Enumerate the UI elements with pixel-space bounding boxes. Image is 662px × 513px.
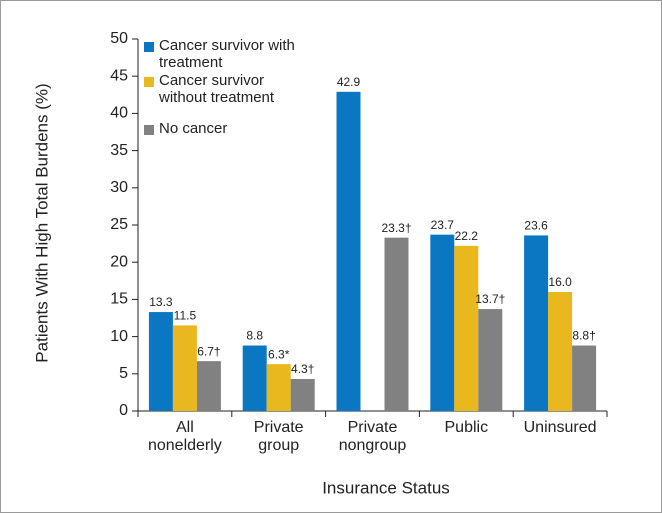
data-label: 11.5 — [174, 309, 197, 323]
data-label: 13.7† — [475, 292, 505, 306]
y-tick-label: 0 — [119, 402, 128, 419]
data-label: 4.3† — [291, 362, 314, 376]
x-tick-label: Private group — [253, 419, 304, 454]
bar — [430, 234, 455, 411]
data-label: 13.3 — [149, 295, 173, 309]
bar — [196, 361, 221, 411]
data-label: 42.9 — [337, 75, 361, 89]
data-label: 8.8 — [246, 329, 263, 343]
y-tick-label: 10 — [110, 328, 128, 345]
bar — [148, 312, 173, 411]
y-tick-label: 45 — [110, 67, 128, 84]
bar — [478, 309, 503, 411]
x-tick-label: Public — [444, 419, 489, 436]
bar — [548, 291, 573, 411]
bar — [524, 235, 549, 411]
y-tick-label: 50 — [110, 30, 128, 47]
data-label: 8.8† — [572, 329, 595, 343]
legend-swatch — [144, 125, 154, 135]
bar — [266, 364, 291, 411]
legend-label: No cancer — [159, 120, 228, 137]
bar — [384, 237, 409, 411]
data-label: 23.6 — [524, 219, 548, 233]
data-label: 23.3† — [381, 221, 411, 235]
x-tick-label: Private nongroup — [338, 419, 407, 454]
x-axis-label: Insurance Status — [322, 478, 450, 497]
x-tick-label: Uninsured — [523, 419, 597, 436]
data-label: 23.7 — [431, 218, 455, 232]
bar — [242, 345, 267, 411]
legend-swatch — [144, 42, 154, 52]
bar — [454, 245, 479, 411]
data-label: 6.7† — [197, 344, 220, 358]
legend-swatch — [144, 77, 154, 87]
y-tick-label: 20 — [110, 253, 128, 270]
x-tick-label: All nonelderly — [147, 419, 222, 454]
data-label: 16.0 — [548, 275, 572, 289]
y-tick-label: 40 — [110, 105, 128, 122]
data-label: 6.3* — [268, 347, 290, 361]
y-axis-label: Patients With High Total Burdens (%) — [32, 83, 51, 362]
data-label: 22.2 — [455, 229, 479, 243]
y-tick-label: 15 — [110, 291, 128, 308]
y-tick-label: 30 — [110, 179, 128, 196]
legend-label: Cancer survivor without treatment — [159, 72, 275, 106]
legend-label: Cancer survivor with treatment — [159, 37, 295, 71]
bar — [172, 325, 197, 411]
bar — [290, 379, 315, 411]
y-tick-label: 35 — [110, 142, 128, 159]
y-tick-label: 5 — [119, 365, 128, 382]
bar — [336, 91, 361, 411]
bar — [572, 345, 597, 411]
y-tick-label: 25 — [110, 216, 128, 233]
